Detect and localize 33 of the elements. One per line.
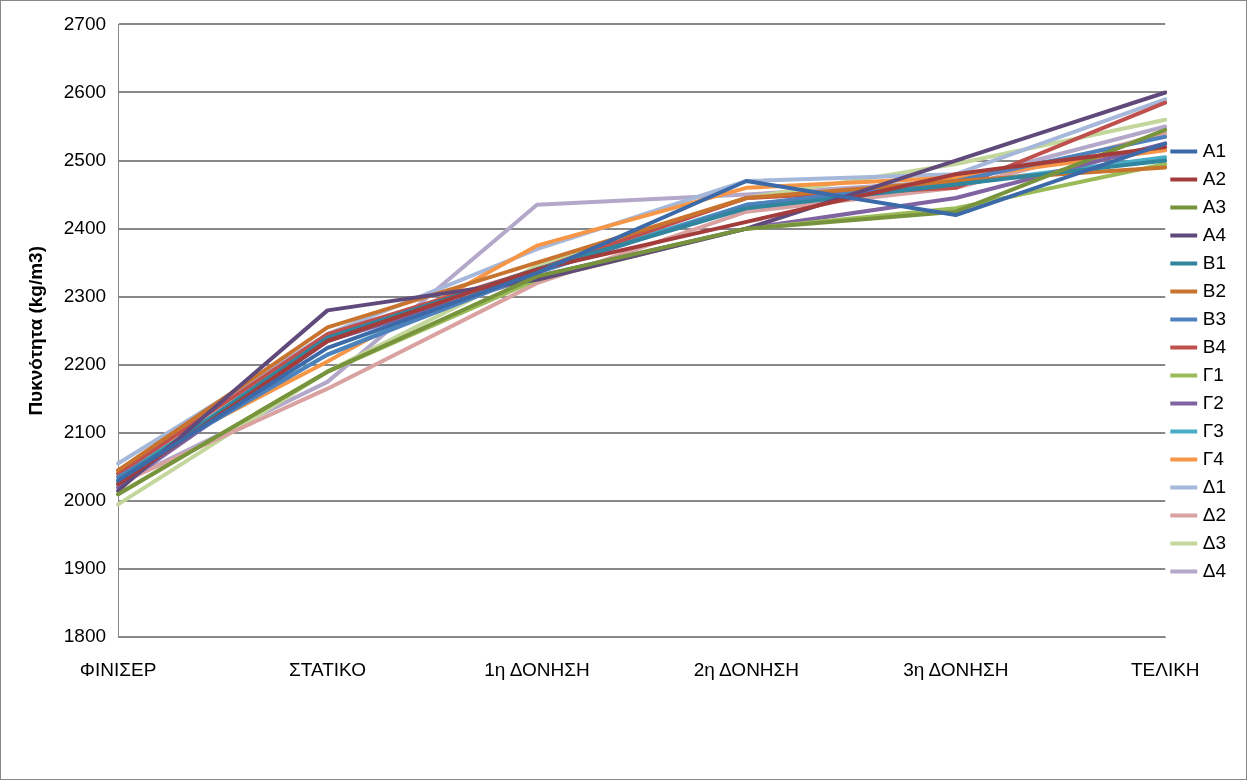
x-tick-label: 3η ΔΟΝΗΣΗ	[903, 658, 1009, 680]
legend-label: Δ1	[1202, 475, 1227, 497]
x-tick-label: ΤΕΛΙΚΗ	[1130, 658, 1200, 680]
y-tick-label: 1800	[63, 625, 107, 647]
y-tick-label: 1900	[63, 557, 107, 579]
y-tick-label: 2300	[63, 284, 107, 306]
y-tick-label: 2600	[63, 80, 107, 102]
legend-label: A3	[1202, 195, 1226, 217]
y-tick-label: 2000	[63, 489, 107, 511]
x-tick-label: 2η ΔΟΝΗΣΗ	[693, 658, 800, 680]
legend-label: Δ3	[1202, 531, 1227, 553]
x-tick-label: 1η ΔΟΝΗΣΗ	[484, 658, 590, 680]
legend-label: Δ4	[1202, 559, 1227, 581]
legend-label: Γ1	[1202, 363, 1224, 385]
x-tick-label: ΣΤΑΤΙΚΟ	[289, 658, 366, 680]
y-axis-title: Πυκνότητα (kg/m3)	[24, 246, 46, 416]
y-tick-label: 2100	[63, 421, 107, 443]
y-tick-label: 2400	[63, 216, 107, 238]
legend-label: B2	[1202, 279, 1226, 301]
legend-label: A4	[1202, 223, 1227, 245]
y-tick-label: 2200	[63, 353, 107, 375]
legend-label: Γ3	[1202, 419, 1224, 441]
legend-label: Γ2	[1202, 391, 1224, 413]
legend-label: B3	[1202, 307, 1226, 329]
y-tick-label: 2500	[63, 148, 107, 170]
y-tick-label: 2700	[63, 12, 107, 34]
legend-label: A2	[1202, 167, 1226, 189]
legend-label: Γ4	[1202, 447, 1225, 469]
legend-label: B1	[1202, 251, 1226, 273]
legend-label: B4	[1202, 335, 1227, 357]
legend-label: A1	[1202, 139, 1226, 161]
legend-label: Δ2	[1202, 503, 1227, 525]
x-tick-label: ΦΙΝΙΣΕΡ	[79, 658, 157, 680]
